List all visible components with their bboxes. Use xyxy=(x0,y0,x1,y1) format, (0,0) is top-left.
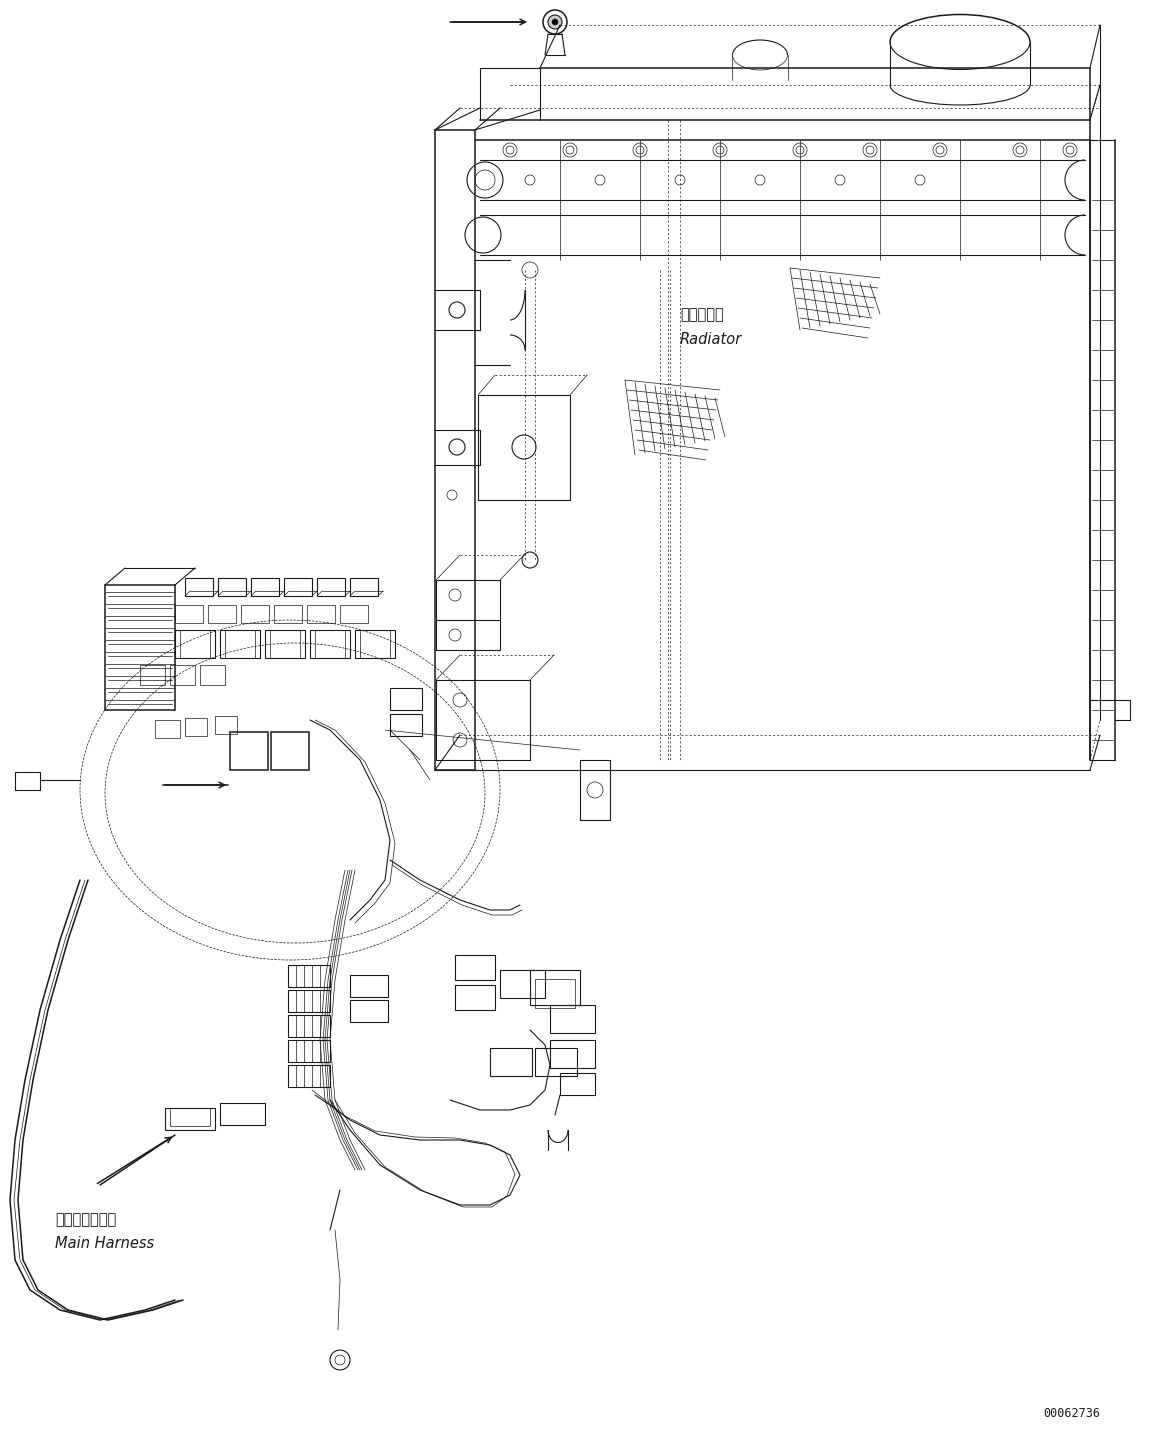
Bar xyxy=(241,604,269,623)
Bar xyxy=(274,604,302,623)
Bar xyxy=(215,717,237,734)
Text: 00062736: 00062736 xyxy=(1043,1407,1100,1420)
Bar xyxy=(174,604,204,623)
Bar xyxy=(455,986,495,1010)
Bar xyxy=(230,732,267,770)
Bar xyxy=(185,578,213,596)
Bar xyxy=(350,578,378,596)
Bar xyxy=(455,955,495,980)
Bar xyxy=(208,604,236,623)
Bar xyxy=(220,630,261,658)
Text: Radiator: Radiator xyxy=(680,332,742,347)
Bar xyxy=(140,665,165,685)
Bar xyxy=(284,578,312,596)
Bar xyxy=(535,979,575,1007)
Bar xyxy=(288,990,330,1012)
Bar xyxy=(155,720,180,738)
Bar xyxy=(550,1040,595,1068)
Circle shape xyxy=(552,19,558,24)
Bar xyxy=(217,578,247,596)
Bar xyxy=(307,604,335,623)
Bar xyxy=(350,976,388,997)
Bar xyxy=(500,970,545,999)
Bar xyxy=(200,665,224,685)
Circle shape xyxy=(548,14,562,29)
Bar xyxy=(265,630,305,658)
Bar xyxy=(170,1108,211,1125)
Text: ラジエータ: ラジエータ xyxy=(680,308,723,322)
Bar xyxy=(288,1014,330,1038)
Bar xyxy=(340,604,368,623)
Bar xyxy=(220,1104,265,1125)
Bar xyxy=(271,732,309,770)
Bar xyxy=(185,718,207,735)
Bar xyxy=(535,1048,577,1076)
Bar xyxy=(174,630,215,658)
Bar xyxy=(288,966,330,987)
Bar xyxy=(550,1004,595,1033)
Bar xyxy=(170,665,195,685)
Bar xyxy=(355,630,395,658)
Bar xyxy=(561,1073,595,1095)
Bar xyxy=(288,1065,330,1086)
Bar xyxy=(390,714,422,735)
Bar xyxy=(165,1108,215,1130)
Bar xyxy=(350,1000,388,1022)
Bar xyxy=(251,578,279,596)
Text: Main Harness: Main Harness xyxy=(55,1236,155,1250)
Bar xyxy=(530,970,580,1004)
Circle shape xyxy=(543,10,568,35)
Bar xyxy=(390,688,422,709)
Bar xyxy=(490,1048,531,1076)
Bar xyxy=(288,1040,330,1062)
Text: メインハーネス: メインハーネス xyxy=(55,1213,116,1227)
Bar xyxy=(311,630,350,658)
Bar xyxy=(317,578,345,596)
Bar xyxy=(15,771,40,790)
